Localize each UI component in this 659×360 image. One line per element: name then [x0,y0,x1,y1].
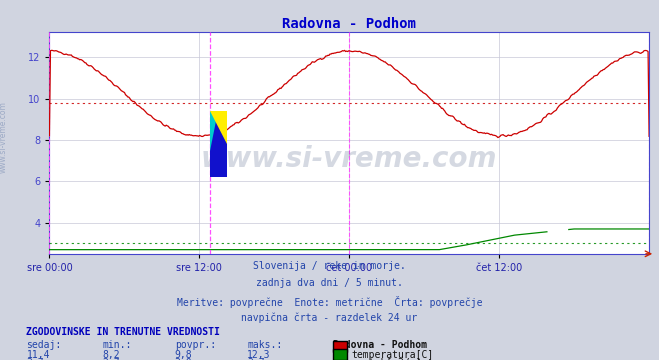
Text: pretok[m3/s]: pretok[m3/s] [351,358,422,360]
Text: povpr.:: povpr.: [175,340,215,350]
Text: zadnja dva dni / 5 minut.: zadnja dva dni / 5 minut. [256,278,403,288]
Text: www.si-vreme.com: www.si-vreme.com [201,145,498,172]
Text: maks.:: maks.: [247,340,282,350]
Text: 3,7: 3,7 [26,358,44,360]
Text: www.si-vreme.com: www.si-vreme.com [0,101,8,173]
Polygon shape [210,111,227,144]
Polygon shape [210,111,218,151]
Text: 2,7: 2,7 [102,358,120,360]
Text: 3,7: 3,7 [247,358,265,360]
Title: Radovna - Podhom: Radovna - Podhom [282,17,416,31]
Text: 12,3: 12,3 [247,350,271,360]
Text: min.:: min.: [102,340,132,350]
Bar [210,111,227,177]
Text: sedaj:: sedaj: [26,340,61,350]
Text: 9,8: 9,8 [175,350,192,360]
Text: ZGODOVINSKE IN TRENUTNE VREDNOSTI: ZGODOVINSKE IN TRENUTNE VREDNOSTI [26,327,220,337]
Text: Meritve: povprečne  Enote: metrične  Črta: povprečje: Meritve: povprečne Enote: metrične Črta:… [177,296,482,307]
Text: temperatura[C]: temperatura[C] [351,350,434,360]
Text: navpična črta - razdelek 24 ur: navpična črta - razdelek 24 ur [241,313,418,323]
Text: Radovna - Podhom: Radovna - Podhom [333,340,427,350]
Text: Slovenija / reke in morje.: Slovenija / reke in morje. [253,261,406,271]
Text: 3,0: 3,0 [175,358,192,360]
Text: 8,2: 8,2 [102,350,120,360]
Text: 11,4: 11,4 [26,350,50,360]
